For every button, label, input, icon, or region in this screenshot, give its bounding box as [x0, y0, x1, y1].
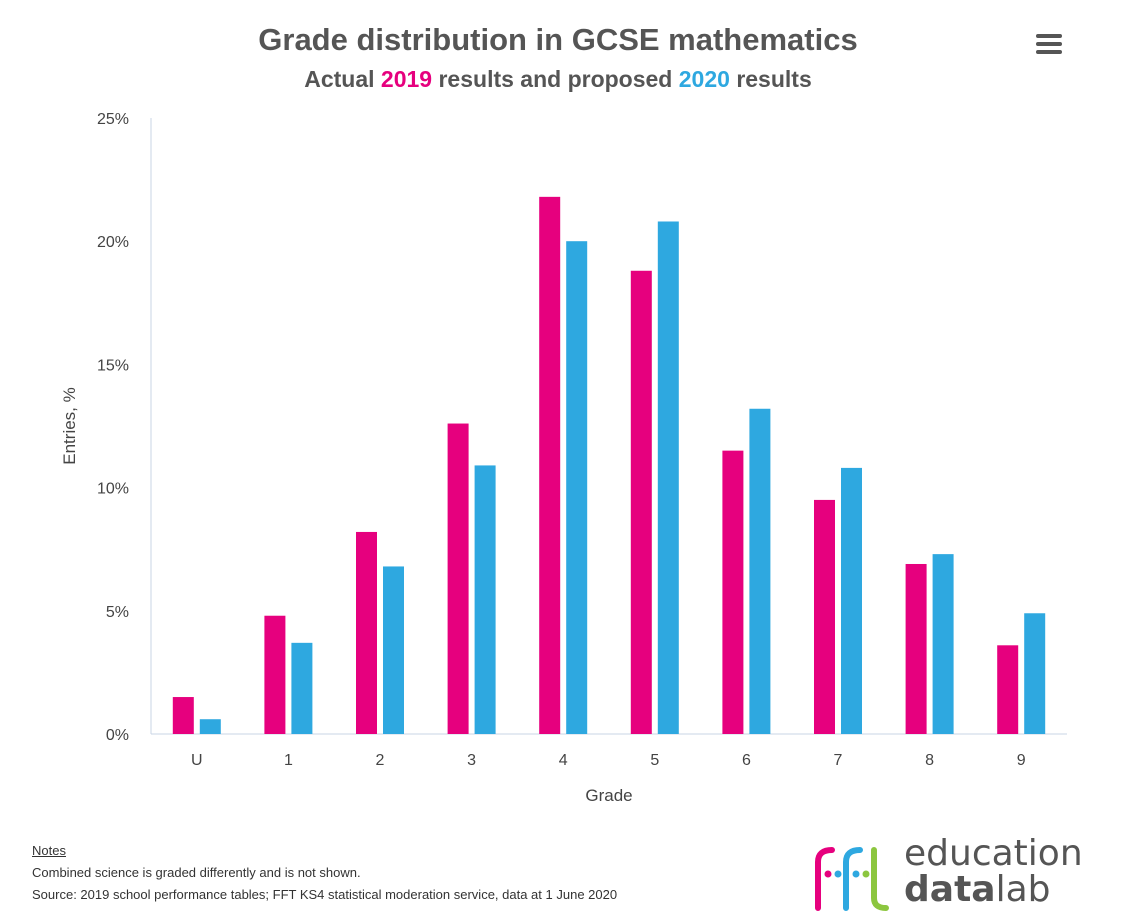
logo-dot-blue: [834, 870, 842, 878]
logo-f2: [843, 847, 863, 911]
bar-2020-grade-5: [657, 221, 679, 734]
x-tick-label: 1: [284, 752, 293, 769]
subtitle-middle: results and proposed: [438, 66, 673, 92]
bar-2020-grade-7: [841, 467, 862, 734]
logo-word-data: data: [904, 869, 996, 910]
y-tick-label: 10%: [97, 481, 129, 498]
x-axis-title: Grade: [585, 786, 632, 805]
menu-bar: [1036, 42, 1062, 46]
x-tick-label: 9: [1017, 752, 1026, 769]
bar-2019-grade-5: [630, 270, 652, 734]
x-tick-label: 2: [376, 752, 385, 769]
bar-2020-grade-4: [566, 241, 588, 734]
logo-dot-blue-2: [852, 870, 860, 878]
menu-bar: [1036, 34, 1062, 38]
subtitle-prefix: Actual: [304, 66, 375, 92]
bar-2019-grade-9: [997, 645, 1019, 734]
y-tick-label: 0%: [106, 727, 129, 744]
bar-2019-grade-8: [905, 563, 927, 734]
y-tick-label: 15%: [97, 357, 129, 374]
logo-f1: [815, 847, 835, 911]
notes-block: Notes Combined science is graded differe…: [32, 840, 617, 906]
bar-2019-grade-1: [264, 615, 286, 734]
x-tick-label: 8: [925, 752, 934, 769]
x-tick-label: U: [191, 752, 203, 769]
notes-line-2: Source: 2019 school performance tables; …: [32, 887, 618, 902]
bar-2020-grade-U: [199, 719, 221, 734]
fft-logo-mark: [815, 847, 889, 911]
subtitle-year-2019: 2019: [380, 66, 433, 92]
x-tick-label: 6: [742, 752, 751, 769]
bar-2020-grade-3: [474, 465, 496, 734]
notes-line-1: Combined science is graded differently a…: [32, 865, 361, 880]
x-tick-label: 7: [834, 752, 843, 769]
y-tick-label: 25%: [97, 111, 129, 128]
bar-2019-grade-7: [814, 499, 835, 734]
menu-bar: [1036, 50, 1062, 54]
subtitle-suffix: results: [736, 66, 812, 92]
logo-word-lab: lab: [995, 869, 1051, 910]
x-tick-label: 4: [559, 752, 568, 769]
bar-2019-grade-U: [172, 697, 194, 734]
bar-2020-grade-2: [383, 566, 404, 734]
logo-word-datalab: datalab: [904, 872, 1083, 908]
bar-2020-grade-9: [1024, 613, 1046, 734]
x-tick-label: 5: [650, 752, 659, 769]
chart-title: Grade distribution in GCSE mathematics: [258, 22, 858, 57]
logo-word-education: education: [904, 833, 1083, 874]
x-tick-label: 3: [467, 752, 476, 769]
logo-wordmark: education datalab: [904, 836, 1083, 908]
logo-dot-green: [862, 870, 870, 878]
hamburger-menu-icon[interactable]: [1036, 34, 1064, 58]
fft-education-datalab-logo: education datalab: [808, 836, 1098, 912]
y-tick-label: 20%: [97, 234, 129, 251]
bar-2019-grade-6: [722, 450, 744, 734]
logo-t: [871, 847, 889, 911]
bar-2019-grade-3: [447, 423, 469, 734]
y-tick-label: 5%: [106, 604, 129, 621]
notes-heading: Notes: [32, 843, 66, 858]
bar-2020-grade-6: [749, 408, 771, 734]
subtitle-year-2020: 2020: [678, 66, 730, 92]
bar-chart: 0% 5% 10% 15% 20% 25% U 1 2 3 4 5 6 7 8 9 Grade Entries, …: [60, 111, 1067, 805]
logo-dot-magenta: [824, 870, 832, 878]
bar-2019-grade-4: [539, 196, 561, 734]
bar-2019-grade-2: [356, 531, 377, 734]
chart-subtitle: Actual 2019 results and proposed 2020 re…: [0, 66, 1116, 93]
bar-2020-grade-8: [932, 554, 954, 734]
y-axis-title: Entries, %: [60, 387, 79, 464]
bar-2020-grade-1: [291, 642, 313, 734]
